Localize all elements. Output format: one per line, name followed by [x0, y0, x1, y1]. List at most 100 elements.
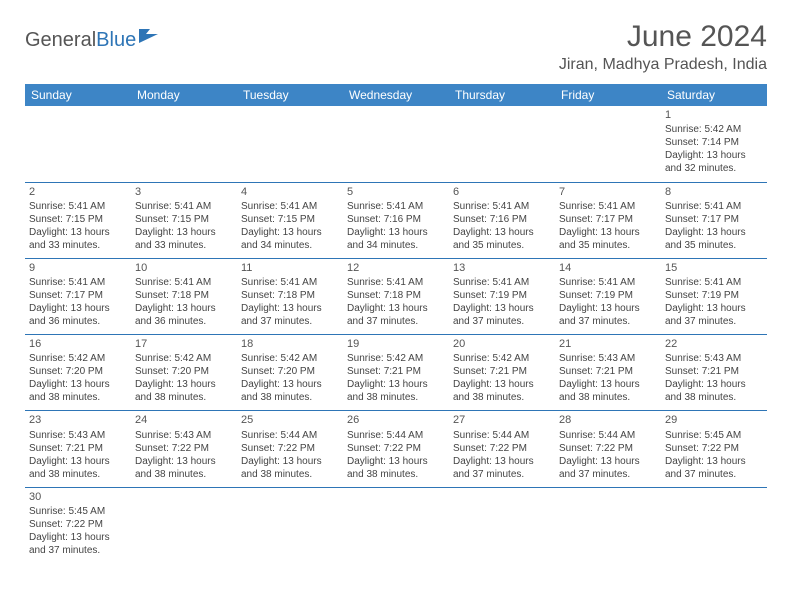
sunrise-line: Sunrise: 5:42 AM [135, 352, 233, 365]
sunrise-line: Sunrise: 5:41 AM [29, 200, 127, 213]
daylight-line: Daylight: 13 hours and 38 minutes. [665, 378, 763, 404]
daylight-line: Daylight: 13 hours and 38 minutes. [559, 378, 657, 404]
day-number: 4 [241, 185, 339, 199]
calendar-row: 16Sunrise: 5:42 AMSunset: 7:20 PMDayligh… [25, 335, 767, 411]
sunset-line: Sunset: 7:19 PM [453, 289, 551, 302]
flag-icon [138, 28, 160, 44]
calendar-row: 9Sunrise: 5:41 AMSunset: 7:17 PMDaylight… [25, 258, 767, 334]
calendar-cell: 7Sunrise: 5:41 AMSunset: 7:17 PMDaylight… [555, 182, 661, 258]
sunset-line: Sunset: 7:21 PM [665, 365, 763, 378]
daylight-line: Daylight: 13 hours and 35 minutes. [453, 226, 551, 252]
sunset-line: Sunset: 7:22 PM [241, 442, 339, 455]
daylight-line: Daylight: 13 hours and 37 minutes. [241, 302, 339, 328]
daylight-line: Daylight: 13 hours and 37 minutes. [665, 455, 763, 481]
sunrise-line: Sunrise: 5:42 AM [29, 352, 127, 365]
calendar-cell: 11Sunrise: 5:41 AMSunset: 7:18 PMDayligh… [237, 258, 343, 334]
day-number: 29 [665, 413, 763, 427]
day-number: 16 [29, 337, 127, 351]
calendar-cell-empty [555, 487, 661, 563]
header: GeneralBlue June 2024 Jiran, Madhya Prad… [25, 20, 767, 74]
sunrise-line: Sunrise: 5:45 AM [665, 429, 763, 442]
sunrise-line: Sunrise: 5:44 AM [453, 429, 551, 442]
day-number: 5 [347, 185, 445, 199]
day-header: Thursday [449, 84, 555, 106]
calendar-cell: 28Sunrise: 5:44 AMSunset: 7:22 PMDayligh… [555, 411, 661, 487]
calendar-cell: 14Sunrise: 5:41 AMSunset: 7:19 PMDayligh… [555, 258, 661, 334]
day-number: 9 [29, 261, 127, 275]
sunset-line: Sunset: 7:22 PM [559, 442, 657, 455]
calendar-cell: 5Sunrise: 5:41 AMSunset: 7:16 PMDaylight… [343, 182, 449, 258]
day-number: 13 [453, 261, 551, 275]
day-number: 15 [665, 261, 763, 275]
day-number: 14 [559, 261, 657, 275]
daylight-line: Daylight: 13 hours and 38 minutes. [241, 378, 339, 404]
logo-text-blue: Blue [96, 29, 136, 52]
day-header: Tuesday [237, 84, 343, 106]
sunset-line: Sunset: 7:15 PM [241, 213, 339, 226]
day-header: Friday [555, 84, 661, 106]
calendar-row: 30Sunrise: 5:45 AMSunset: 7:22 PMDayligh… [25, 487, 767, 563]
sunset-line: Sunset: 7:17 PM [665, 213, 763, 226]
daylight-line: Daylight: 13 hours and 38 minutes. [135, 455, 233, 481]
calendar-cell: 13Sunrise: 5:41 AMSunset: 7:19 PMDayligh… [449, 258, 555, 334]
location-text: Jiran, Madhya Pradesh, India [559, 56, 767, 74]
sunrise-line: Sunrise: 5:43 AM [29, 429, 127, 442]
calendar-cell: 25Sunrise: 5:44 AMSunset: 7:22 PMDayligh… [237, 411, 343, 487]
day-number: 19 [347, 337, 445, 351]
sunrise-line: Sunrise: 5:44 AM [241, 429, 339, 442]
day-number: 3 [135, 185, 233, 199]
page-title: June 2024 [559, 20, 767, 54]
calendar-cell-empty [237, 106, 343, 182]
sunset-line: Sunset: 7:20 PM [241, 365, 339, 378]
day-number: 22 [665, 337, 763, 351]
calendar-cell: 22Sunrise: 5:43 AMSunset: 7:21 PMDayligh… [661, 335, 767, 411]
sunset-line: Sunset: 7:21 PM [559, 365, 657, 378]
day-number: 11 [241, 261, 339, 275]
day-number: 24 [135, 413, 233, 427]
sunrise-line: Sunrise: 5:41 AM [559, 200, 657, 213]
daylight-line: Daylight: 13 hours and 34 minutes. [347, 226, 445, 252]
day-number: 12 [347, 261, 445, 275]
sunrise-line: Sunrise: 5:41 AM [559, 276, 657, 289]
day-number: 6 [453, 185, 551, 199]
day-number: 30 [29, 490, 127, 504]
sunrise-line: Sunrise: 5:41 AM [453, 276, 551, 289]
sunrise-line: Sunrise: 5:41 AM [665, 200, 763, 213]
sunset-line: Sunset: 7:21 PM [453, 365, 551, 378]
daylight-line: Daylight: 13 hours and 38 minutes. [347, 378, 445, 404]
daylight-line: Daylight: 13 hours and 33 minutes. [29, 226, 127, 252]
day-header: Sunday [25, 84, 131, 106]
daylight-line: Daylight: 13 hours and 38 minutes. [135, 378, 233, 404]
calendar-body: 1Sunrise: 5:42 AMSunset: 7:14 PMDaylight… [25, 106, 767, 563]
day-header: Saturday [661, 84, 767, 106]
calendar-cell: 6Sunrise: 5:41 AMSunset: 7:16 PMDaylight… [449, 182, 555, 258]
sunset-line: Sunset: 7:19 PM [665, 289, 763, 302]
daylight-line: Daylight: 13 hours and 37 minutes. [559, 302, 657, 328]
daylight-line: Daylight: 13 hours and 38 minutes. [29, 455, 127, 481]
sunset-line: Sunset: 7:15 PM [29, 213, 127, 226]
sunset-line: Sunset: 7:15 PM [135, 213, 233, 226]
calendar-cell: 3Sunrise: 5:41 AMSunset: 7:15 PMDaylight… [131, 182, 237, 258]
calendar-cell: 8Sunrise: 5:41 AMSunset: 7:17 PMDaylight… [661, 182, 767, 258]
calendar-cell: 29Sunrise: 5:45 AMSunset: 7:22 PMDayligh… [661, 411, 767, 487]
day-number: 1 [665, 108, 763, 122]
day-number: 21 [559, 337, 657, 351]
sunrise-line: Sunrise: 5:42 AM [665, 123, 763, 136]
calendar-cell: 16Sunrise: 5:42 AMSunset: 7:20 PMDayligh… [25, 335, 131, 411]
daylight-line: Daylight: 13 hours and 38 minutes. [347, 455, 445, 481]
sunrise-line: Sunrise: 5:43 AM [135, 429, 233, 442]
sunset-line: Sunset: 7:20 PM [135, 365, 233, 378]
sunset-line: Sunset: 7:20 PM [29, 365, 127, 378]
sunrise-line: Sunrise: 5:42 AM [347, 352, 445, 365]
calendar-cell: 18Sunrise: 5:42 AMSunset: 7:20 PMDayligh… [237, 335, 343, 411]
sunrise-line: Sunrise: 5:41 AM [135, 276, 233, 289]
sunset-line: Sunset: 7:22 PM [29, 518, 127, 531]
calendar-cell: 4Sunrise: 5:41 AMSunset: 7:15 PMDaylight… [237, 182, 343, 258]
daylight-line: Daylight: 13 hours and 37 minutes. [29, 531, 127, 557]
sunrise-line: Sunrise: 5:44 AM [347, 429, 445, 442]
day-number: 23 [29, 413, 127, 427]
sunset-line: Sunset: 7:16 PM [453, 213, 551, 226]
sunset-line: Sunset: 7:19 PM [559, 289, 657, 302]
day-number: 25 [241, 413, 339, 427]
calendar-cell: 9Sunrise: 5:41 AMSunset: 7:17 PMDaylight… [25, 258, 131, 334]
